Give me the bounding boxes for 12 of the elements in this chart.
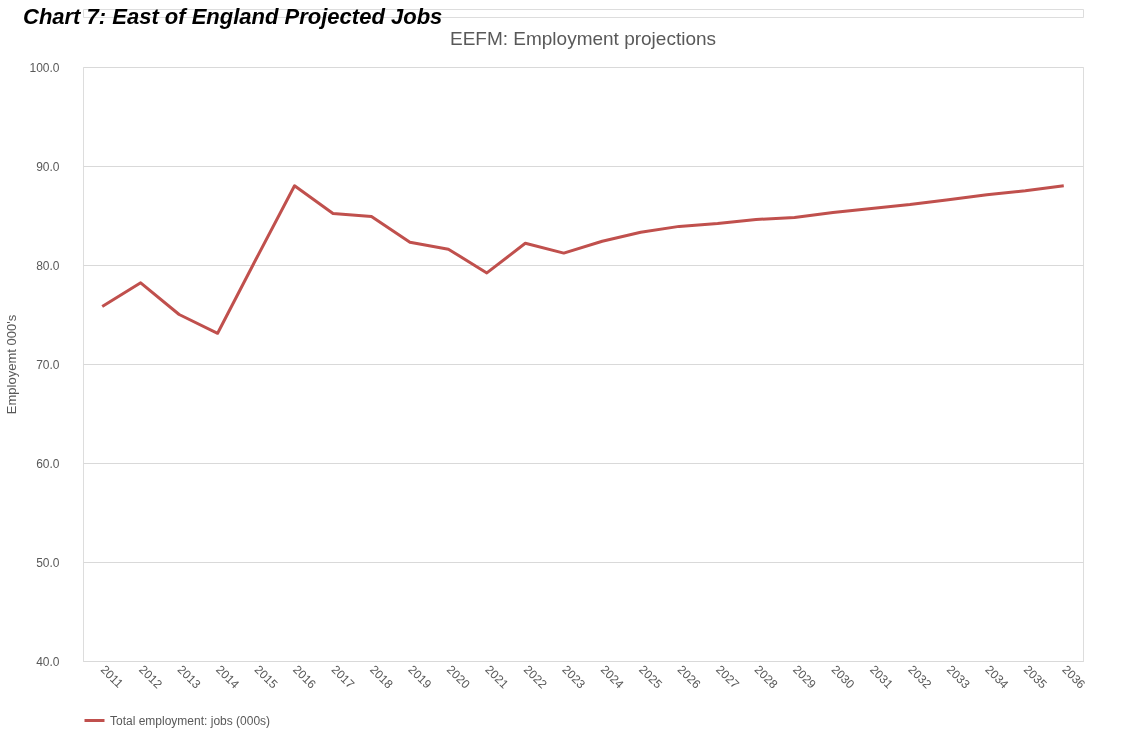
- y-tick-label: 90.0: [36, 159, 60, 174]
- y-tick-label: 80.0: [36, 258, 60, 273]
- line-series: [100, 184, 1066, 335]
- legend-label: Total employment: jobs (000s): [110, 713, 271, 728]
- chart-title: EEFM: Employment projections: [449, 28, 717, 49]
- y-tick-label: 100.0: [29, 60, 60, 75]
- y-tick-label: 70.0: [36, 357, 60, 372]
- caption: Chart 7: East of England Projected Jobs: [23, 4, 443, 29]
- y-tick-label: 50.0: [36, 555, 60, 570]
- y-axis-title: Employemt 000's: [4, 314, 20, 415]
- y-tick-label: 40.0: [36, 654, 60, 669]
- y-tick-label: 60.0: [36, 456, 60, 471]
